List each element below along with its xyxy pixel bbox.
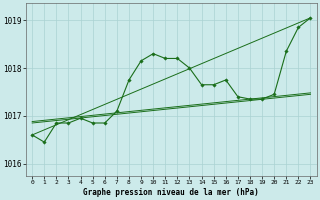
X-axis label: Graphe pression niveau de la mer (hPa): Graphe pression niveau de la mer (hPa) bbox=[84, 188, 259, 197]
